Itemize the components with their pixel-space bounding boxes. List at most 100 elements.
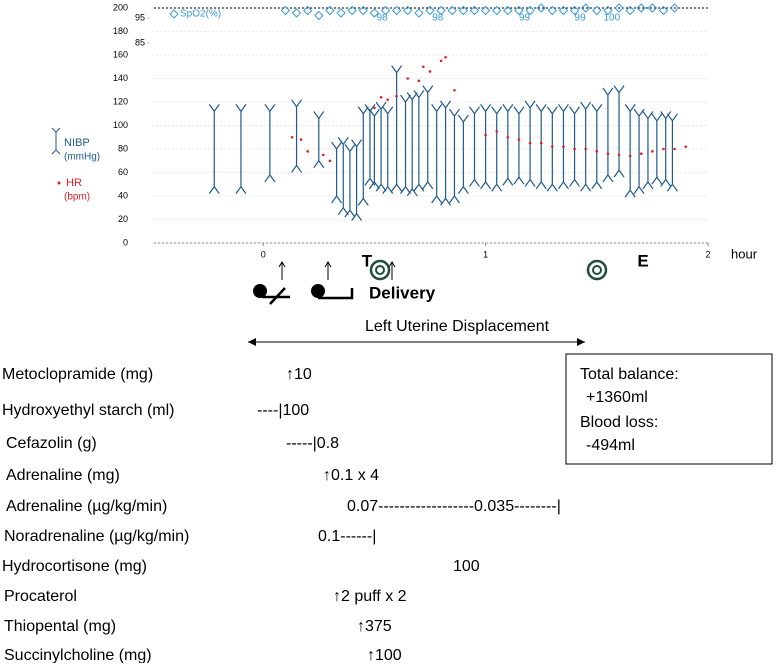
spo2-point <box>447 5 457 16</box>
x-tick-label: 1 <box>483 249 488 259</box>
x-tick-label: 0 <box>261 249 266 259</box>
spo2-point <box>514 5 524 16</box>
nibp-bar <box>602 87 614 183</box>
hr-point <box>417 79 421 83</box>
spo2-point <box>358 5 368 16</box>
hr-point <box>290 135 294 139</box>
balance-line: +1360ml <box>586 389 648 406</box>
nibp-bar <box>351 139 363 221</box>
y-tick-label: 0 <box>123 237 128 247</box>
y-tick-label: 180 <box>113 26 128 36</box>
spo2-point <box>536 3 546 13</box>
drug-name: Adrenaline (mg) <box>6 467 120 484</box>
nibp-bar <box>208 104 220 194</box>
legend-spo2-icon <box>169 9 179 19</box>
spo2-point <box>625 5 635 16</box>
hr-point <box>539 141 543 145</box>
drug-entry: ↑0.1 x 4 <box>323 467 379 484</box>
drug-name: Noradrenaline (µg/kg/min) <box>4 528 189 545</box>
y-tick-label: 140 <box>113 73 128 83</box>
nibp-bar <box>591 104 603 190</box>
spo2-point <box>436 5 446 16</box>
spo2-point <box>291 8 302 18</box>
drug-name: Hydroxyethyl starch (ml) <box>2 402 174 419</box>
x-tick-label: 2 <box>705 249 710 259</box>
hr-point <box>453 88 456 92</box>
hr-point <box>651 150 654 153</box>
drug-entry: ----|100 <box>257 402 309 419</box>
hr-point <box>328 159 332 163</box>
spo2-point <box>592 5 602 16</box>
hr-point <box>628 154 632 158</box>
event-delivery: Delivery <box>369 283 436 302</box>
drug-entry: ↑10 <box>286 366 312 383</box>
icon-1 <box>253 284 290 305</box>
nibp-bar <box>400 94 412 194</box>
hr-point <box>639 152 643 155</box>
nibp-bar <box>535 104 547 190</box>
legend-nibp-icon <box>51 127 61 155</box>
drug-name: Thiopental (mg) <box>4 618 116 635</box>
drug-entry: 0.1------| <box>318 528 376 545</box>
drug-name: Succinylcholine (mg) <box>4 647 152 663</box>
nibp-bar <box>291 99 303 173</box>
x-unit: hour <box>731 246 758 261</box>
hr-point <box>439 59 443 63</box>
spo2-point <box>503 5 513 16</box>
spo2-point <box>314 10 324 21</box>
drug-name: Hydrocortisone (mg) <box>2 558 147 575</box>
target-2 <box>586 259 608 281</box>
spo2-point <box>658 5 669 16</box>
y-tick-label: 60 <box>118 167 128 177</box>
spo2-point <box>614 3 624 13</box>
spo2-point <box>647 3 658 13</box>
drug-name: Metoclopramide (mg) <box>2 366 153 383</box>
spo2-point <box>302 5 313 16</box>
spo2-point <box>603 5 613 16</box>
hr-point <box>306 150 309 153</box>
event-arrows <box>278 261 396 280</box>
nibp-bar <box>580 101 592 192</box>
spo2-point <box>280 5 291 16</box>
hr-point <box>551 145 554 148</box>
nibp-bar <box>391 65 403 192</box>
drug-entry: ↑375 <box>357 618 392 635</box>
drug-entry: 100 <box>453 558 480 575</box>
nibp-bar <box>368 108 380 190</box>
spo2-point <box>458 5 469 16</box>
balance-line: -494ml <box>586 437 635 454</box>
spo2-label: 98 <box>432 13 444 24</box>
hr-point <box>562 145 565 148</box>
nibp-bar <box>313 111 325 169</box>
y-tick-label: 200 <box>113 2 128 12</box>
nibp-bar <box>431 104 443 204</box>
hr-point <box>495 130 499 133</box>
nibp-bar <box>491 106 503 192</box>
hr-point <box>422 65 425 69</box>
hr-point <box>584 147 587 151</box>
hr-point <box>406 77 410 80</box>
spo2-point <box>669 3 680 13</box>
drug-entry: ↑2 puff x 2 <box>333 588 407 605</box>
drug-entry: -----|0.8 <box>286 435 339 452</box>
hr-point <box>684 145 688 148</box>
drug-name: Procaterol <box>4 588 77 605</box>
nibp-bar <box>344 144 356 218</box>
y2-tick-label: 85 <box>135 37 145 47</box>
spo2-point <box>558 5 569 16</box>
nibp-bar <box>624 104 636 198</box>
y-tick-label: 100 <box>113 120 128 130</box>
nibp-bar <box>642 111 654 190</box>
hr-point <box>606 152 610 155</box>
nibp-bar <box>666 113 678 192</box>
nibp-bar <box>569 106 581 187</box>
y-tick-label: 20 <box>118 214 128 224</box>
spo2-point <box>636 3 646 13</box>
hr-point <box>517 138 521 141</box>
y2-tick-label: 95 <box>135 12 145 22</box>
spo2-point <box>403 5 413 16</box>
drug-entry: 0.07------------------0.035--------| <box>347 498 561 515</box>
nibp-bar <box>613 85 625 178</box>
hr-point <box>428 70 432 73</box>
